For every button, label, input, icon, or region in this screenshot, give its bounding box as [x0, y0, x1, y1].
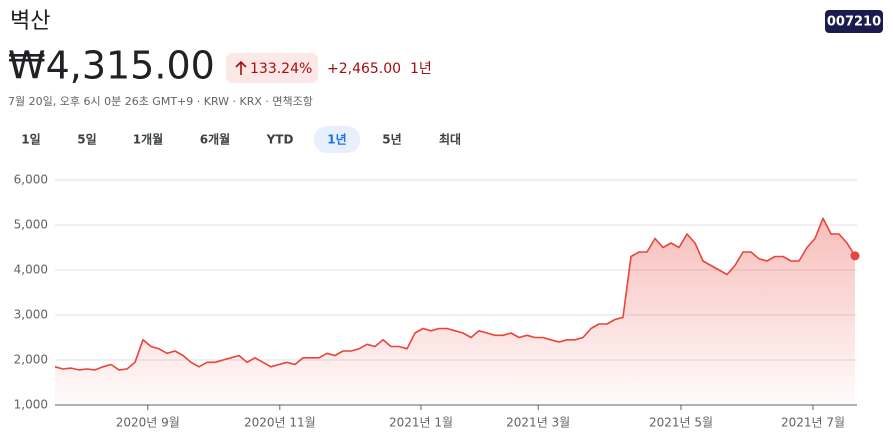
- ticker-badge: [825, 10, 883, 33]
- tabs: 1일 5일 1개월 6개월 YTD 1년 5년 최대: [21, 126, 461, 153]
- tab[interactable]: YTD: [266, 133, 294, 147]
- tab[interactable]: 최대: [439, 132, 461, 147]
- last-point: [850, 251, 860, 261]
- tab[interactable]: 6개월: [200, 132, 230, 147]
- y-tick-label: 2,000: [14, 353, 48, 367]
- y-tick-label: 4,000: [14, 263, 48, 277]
- x-tick-label: 2021년 1월: [389, 416, 453, 430]
- y-tick-label: 5,000: [14, 218, 48, 232]
- ticker: 007210: [827, 15, 881, 30]
- tab[interactable]: 1일: [21, 133, 40, 147]
- price: ₩4,315.00: [8, 44, 215, 88]
- x-tick-label: 2021년 7월: [781, 416, 845, 430]
- tab-selected-bg: [314, 126, 360, 153]
- title: 벽산: [10, 9, 50, 34]
- tab[interactable]: 5년: [382, 133, 401, 147]
- change-value: +2,465.00: [327, 61, 401, 77]
- y-tick-label: 6,000: [14, 173, 48, 187]
- y-tick-label: 1,000: [14, 398, 48, 412]
- area: [55, 218, 855, 405]
- change-period: 1년: [410, 61, 432, 77]
- tab[interactable]: 1년: [327, 133, 346, 147]
- x-tick-label: 2020년 9월: [116, 416, 180, 430]
- up-arrow: [235, 60, 247, 75]
- price-line: [54, 217, 856, 371]
- tab[interactable]: 1개월: [133, 132, 163, 147]
- change-badge: [226, 53, 318, 83]
- x-tick-label: 2021년 3월: [506, 416, 570, 430]
- y-tick-label: 3,000: [14, 308, 48, 322]
- change-percent: 133.24%: [250, 61, 312, 77]
- subtitle: 7월 20일, 오후 6시 0분 26초 GMT+9 · KRW · KRX ·…: [8, 94, 313, 108]
- x-tick-label: 2021년 5월: [649, 416, 713, 430]
- x-tick-label: 2020년 11월: [244, 416, 316, 430]
- plot: 1,000 2,000 3,000 4,000 5,000 6,000 2020년 9월 20…: [14, 173, 860, 430]
- tab[interactable]: 5일: [77, 133, 96, 147]
